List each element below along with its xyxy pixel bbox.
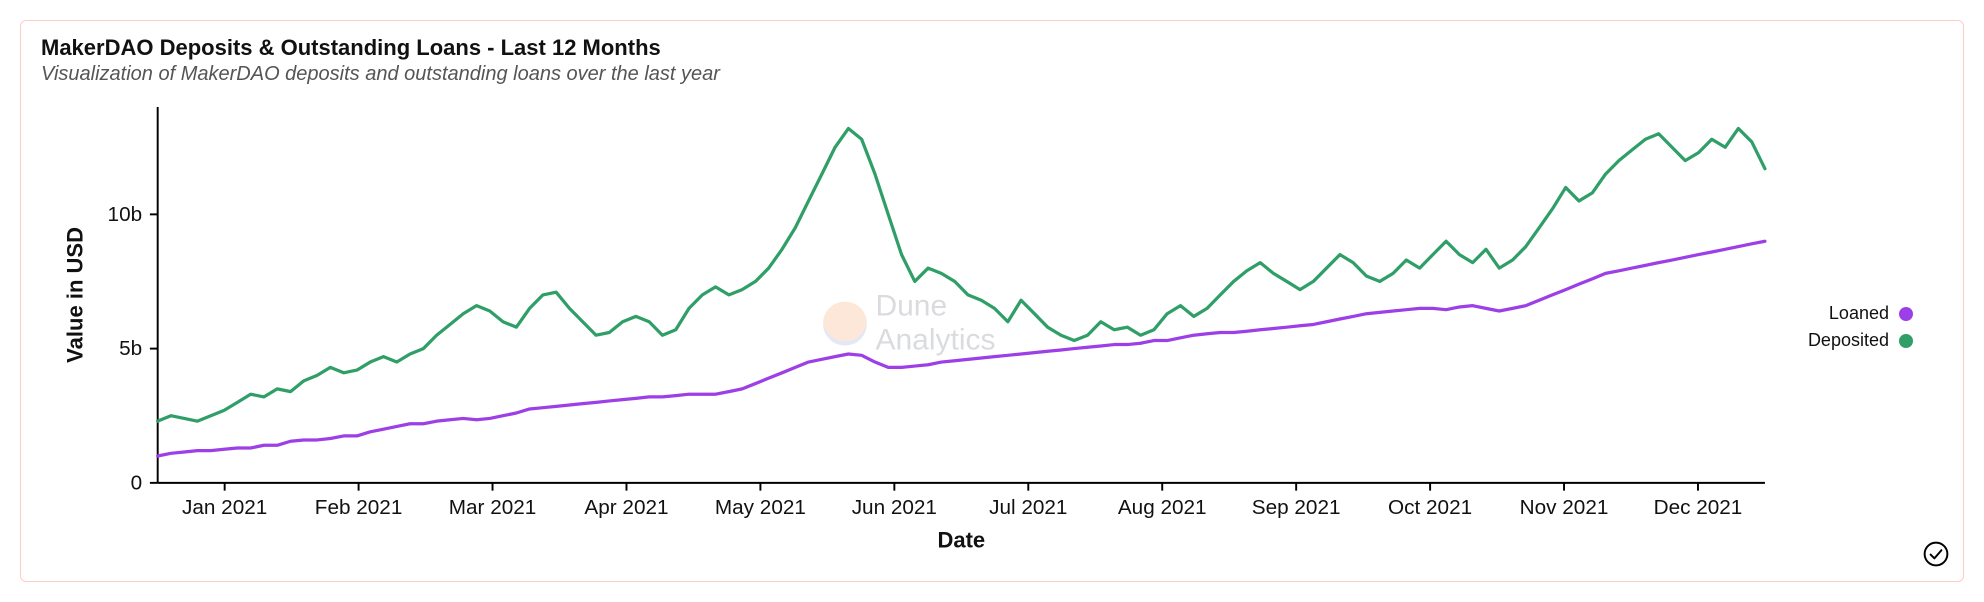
legend-item-deposited[interactable]: Deposited — [1808, 330, 1913, 351]
svg-text:May 2021: May 2021 — [715, 496, 806, 519]
svg-text:Value in USD: Value in USD — [63, 227, 88, 363]
svg-text:Jul 2021: Jul 2021 — [989, 496, 1067, 519]
legend-item-loaned[interactable]: Loaned — [1808, 303, 1913, 324]
svg-text:10b: 10b — [108, 203, 143, 226]
svg-text:Dec 2021: Dec 2021 — [1654, 496, 1743, 519]
svg-text:0: 0 — [131, 471, 143, 494]
chart-card: MakerDAO Deposits & Outstanding Loans - … — [20, 20, 1964, 582]
chart-subtitle: Visualization of MakerDAO deposits and o… — [41, 63, 1943, 86]
chart-area: Dune Analytics 05b10bValue in USDJan 202… — [41, 94, 1778, 561]
line-chart: 0 5b 10b Value in USD Jan 2021 Feb 2021 Mar 20… — [41, 94, 1778, 561]
svg-text:Mar 2021: Mar 2021 — [449, 496, 537, 519]
chart-title: MakerDAO Deposits & Outstanding Loans - … — [41, 35, 1943, 61]
svg-text:Date: Date — [937, 528, 985, 553]
check-circle-icon — [1923, 541, 1949, 567]
legend-label: Deposited — [1808, 330, 1889, 351]
svg-text:Aug 2021: Aug 2021 — [1118, 496, 1207, 519]
chart-row: Dune Analytics 05b10bValue in USDJan 202… — [41, 94, 1943, 561]
svg-text:Feb 2021: Feb 2021 — [315, 496, 403, 519]
svg-text:Jan 2021: Jan 2021 — [182, 496, 267, 519]
legend-dot-icon — [1899, 307, 1913, 321]
legend-dot-icon — [1899, 334, 1913, 348]
legend: Loaned Deposited — [1808, 94, 1943, 561]
svg-text:5b: 5b — [119, 337, 142, 360]
svg-text:Oct 2021: Oct 2021 — [1388, 496, 1472, 519]
svg-text:Apr 2021: Apr 2021 — [584, 496, 668, 519]
svg-text:Nov 2021: Nov 2021 — [1520, 496, 1609, 519]
svg-text:Jun 2021: Jun 2021 — [852, 496, 937, 519]
legend-label: Loaned — [1829, 303, 1889, 324]
svg-text:Sep 2021: Sep 2021 — [1252, 496, 1341, 519]
